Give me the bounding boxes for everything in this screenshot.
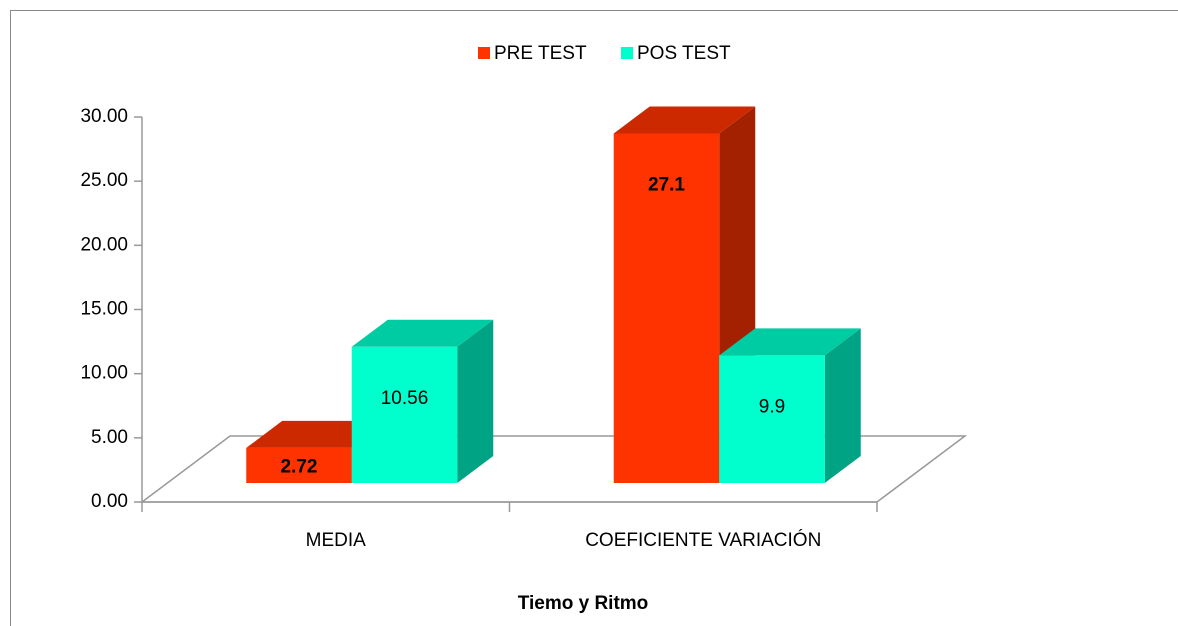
legend-swatch [478, 47, 490, 59]
legend-label: POS TEST [637, 43, 731, 64]
bar-top [613, 106, 756, 134]
data-label: 10.56 [381, 388, 429, 409]
chart-border [10, 10, 1178, 626]
bar-side [457, 319, 494, 483]
x-tick-label: COEFICIENTE VARIACIÓN [585, 529, 821, 551]
bar-side [824, 328, 861, 483]
data-label: 9.9 [759, 396, 785, 417]
bar-top [351, 319, 494, 347]
y-tick-label: 10.00 [80, 363, 128, 384]
y-tick-label: 25.00 [80, 170, 128, 191]
data-label: 27.1 [648, 174, 685, 195]
x-axis-title: Tiemo y Ritmo [518, 593, 649, 614]
bar-front [719, 355, 825, 483]
legend-swatch [621, 47, 633, 59]
bar [351, 319, 494, 483]
bar-front [351, 346, 458, 483]
y-tick-label: 30.00 [80, 106, 128, 127]
y-tick-label: 20.00 [80, 234, 128, 255]
bar-top [719, 328, 861, 356]
bar-front [246, 447, 352, 483]
y-tick-label: 15.00 [80, 299, 128, 320]
y-tick-label: 0.00 [91, 491, 128, 512]
data-label: 2.72 [281, 456, 318, 477]
x-tick-label: MEDIA [306, 530, 367, 551]
legend-label: PRE TEST [494, 43, 587, 64]
bar [719, 328, 861, 483]
y-tick-label: 5.00 [91, 427, 128, 448]
bar-front [613, 133, 720, 483]
